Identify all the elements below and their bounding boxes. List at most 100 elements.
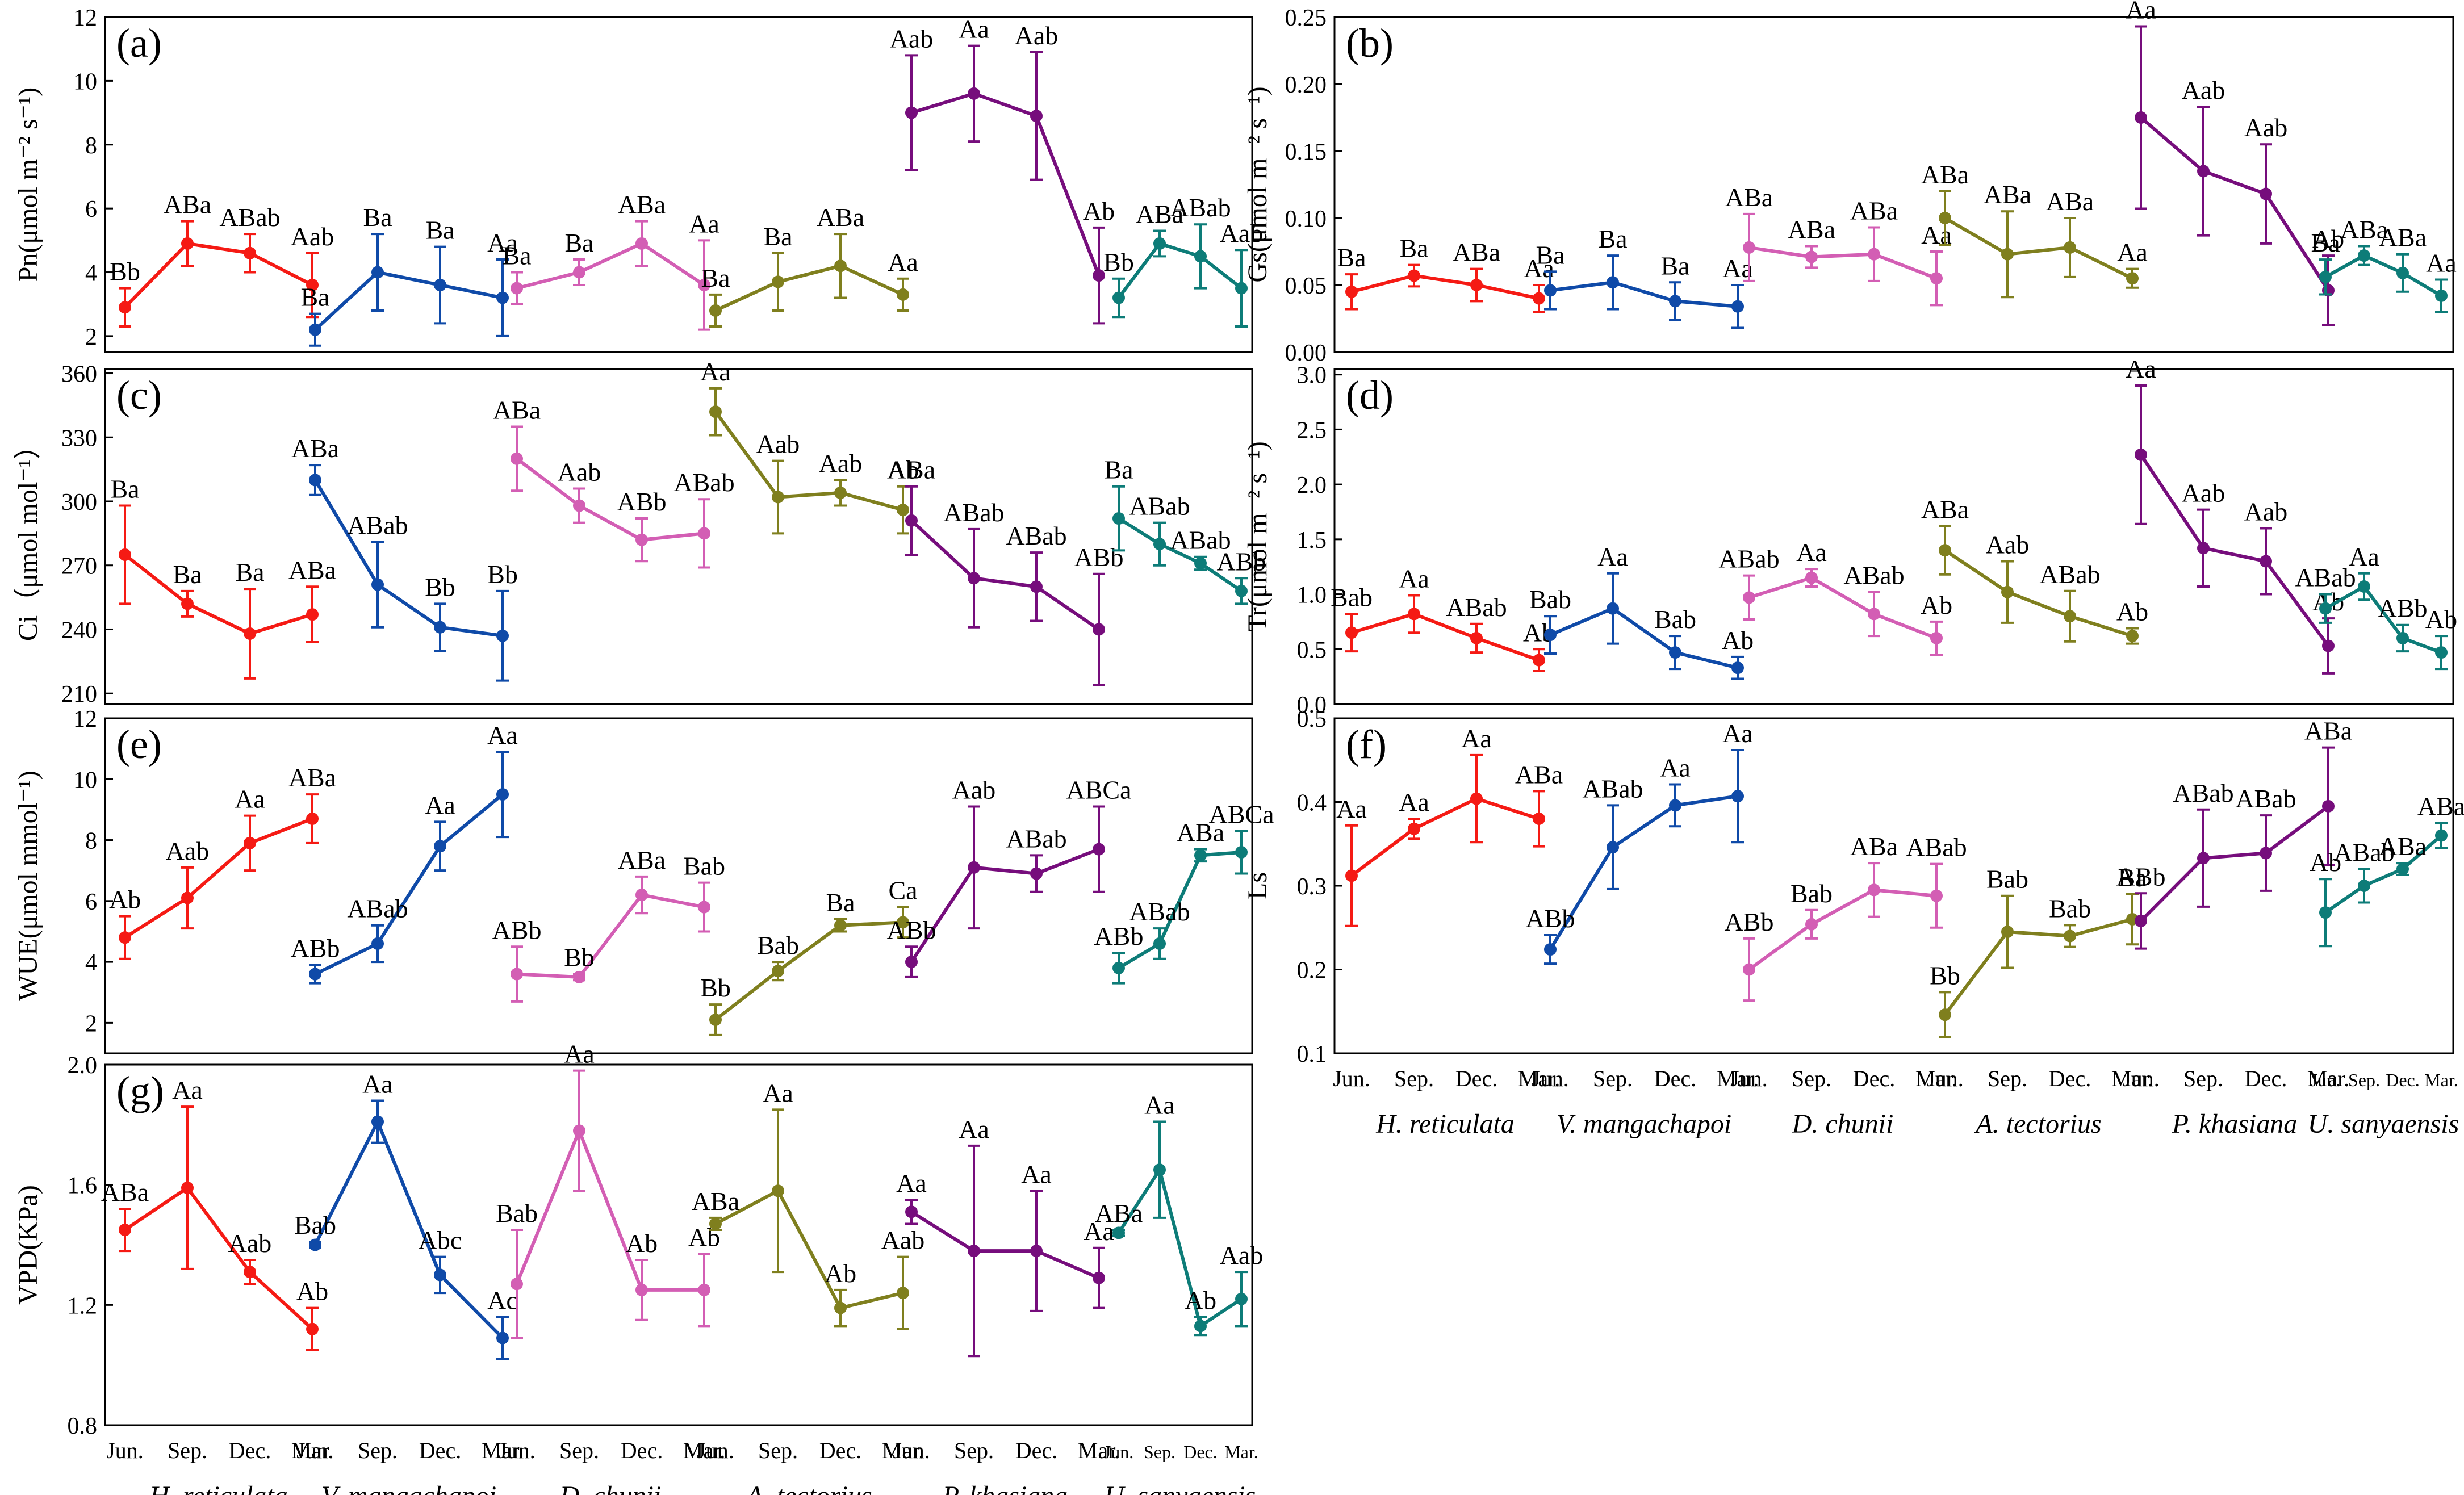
significance-label: ABCa: [1066, 776, 1132, 805]
data-point: [635, 237, 648, 250]
x-tick-label: Mar.: [291, 1438, 333, 1463]
data-point: [1607, 841, 1619, 854]
data-point: [1930, 631, 1943, 644]
significance-label: Bab: [1986, 865, 2028, 894]
x-tick-label: Dec.: [1183, 1442, 1218, 1462]
data-point: [635, 1283, 648, 1296]
data-point: [573, 499, 585, 512]
significance-label: ABa: [1515, 760, 1563, 789]
data-point: [434, 279, 446, 291]
significance-label: ABa: [1095, 1199, 1143, 1228]
significance-label: Ba: [363, 203, 392, 232]
data-point: [1939, 1008, 1951, 1021]
significance-label: ABa: [493, 395, 541, 424]
data-point: [244, 1266, 256, 1279]
data-point: [2001, 585, 2014, 598]
data-point: [306, 608, 319, 621]
significance-label: Ab: [2116, 597, 2148, 626]
data-point: [2126, 630, 2139, 643]
significance-label: ABa: [1725, 183, 1773, 212]
y-axis-label: VPD(KPa): [13, 1185, 43, 1305]
data-point: [635, 533, 648, 546]
data-point: [897, 1287, 909, 1300]
x-tick-label: Dec.: [1455, 1066, 1497, 1091]
data-point: [2396, 631, 2409, 644]
data-point: [1533, 813, 1545, 825]
data-point: [1669, 295, 1681, 308]
data-point: [2319, 906, 2332, 919]
significance-label: ABa: [1921, 495, 1969, 524]
series-d--chunii: ABab Aa ABab Ab: [1718, 538, 1952, 656]
significance-label: ABab: [673, 468, 734, 497]
significance-label: Aab: [1986, 530, 2030, 559]
y-tick-label: 8: [85, 133, 97, 159]
data-point: [1930, 272, 1943, 285]
significance-label: ABa: [2417, 792, 2464, 820]
plot-frame: [1333, 368, 2454, 705]
significance-label: ABab: [1006, 521, 1066, 550]
significance-label: Bb: [487, 560, 518, 589]
data-point: [1607, 276, 1619, 289]
data-point: [2358, 249, 2370, 262]
data-point: [1093, 1271, 1105, 1284]
data-point: [434, 621, 446, 634]
x-tick-label: Dec.: [2386, 1070, 2420, 1090]
data-point: [1533, 654, 1545, 667]
significance-label: Aab: [881, 1226, 925, 1255]
data-point: [1868, 608, 1880, 621]
series-line: [124, 1185, 314, 1330]
significance-label: ABab: [347, 510, 408, 539]
data-point: [1345, 869, 1358, 882]
data-point: [1093, 623, 1105, 636]
data-point: [2435, 646, 2448, 659]
data-point: [897, 288, 909, 301]
data-point: [968, 861, 980, 874]
y-tick-label: 1.6: [68, 1173, 98, 1199]
y-axis-label: Ci（μmol mol⁻¹）: [13, 432, 43, 641]
data-point: [1112, 291, 1125, 304]
data-point: [119, 548, 131, 561]
series-h--reticulata: Ab Aab Aa ABa: [109, 763, 336, 960]
series-p--khasiana: Aab Aa Aab Ab: [890, 15, 1115, 325]
significance-label: Ba: [564, 228, 593, 257]
data-point: [573, 266, 585, 279]
data-point: [496, 291, 509, 304]
data-point: [1235, 1292, 1248, 1305]
x-tick-label: Mar.: [482, 1438, 524, 1463]
significance-label: Aa: [425, 790, 455, 819]
significance-label: ABa: [101, 1178, 149, 1207]
significance-label: ABa: [291, 434, 339, 463]
x-tick-label: Sep.: [1593, 1066, 1633, 1091]
series-line: [1351, 274, 1540, 300]
species-label: U. sanyaensis: [2308, 1109, 2459, 1139]
data-point: [897, 916, 909, 929]
significance-label: Aa: [1524, 254, 1554, 283]
series-line: [1351, 612, 1540, 662]
plot-frame: [104, 16, 1253, 353]
series-line: [1549, 794, 1738, 950]
data-point: [1112, 1226, 1125, 1239]
data-point: [1743, 963, 1755, 976]
y-tick-label: 2.5: [1297, 417, 1327, 443]
significance-label: Ba: [1660, 251, 1689, 280]
significance-label: Aa: [1021, 1159, 1052, 1188]
y-tick-label: 6: [85, 196, 97, 223]
significance-label: ABab: [2295, 563, 2356, 592]
x-tick-label: Dec.: [419, 1438, 461, 1463]
significance-label: Bb: [1930, 961, 1960, 990]
data-point: [2260, 187, 2272, 200]
x-tick-label: Jun.: [1730, 1066, 1768, 1091]
significance-label: Bb: [564, 943, 595, 972]
x-tick-label: Dec.: [1654, 1066, 1696, 1091]
significance-label: ABa: [1850, 832, 1898, 861]
series-h--reticulata: Aa Aa Aa ABa: [1336, 724, 1563, 927]
data-point: [834, 1301, 847, 1314]
data-point: [1235, 282, 1248, 295]
x-tick-label: Mar.: [2111, 1066, 2153, 1091]
significance-label: ABab: [1170, 193, 1231, 222]
series-v--mangachapoi: Bab Aa Bab Ab: [1529, 542, 1754, 680]
